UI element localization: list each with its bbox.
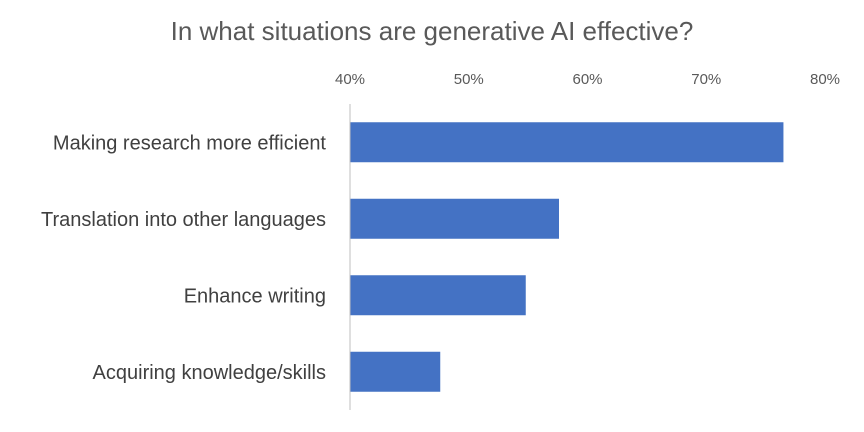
category-labels: Making research more efficient Translatio… bbox=[41, 132, 326, 384]
x-tick-label: 80% bbox=[810, 71, 840, 88]
chart-title: In what situations are generative AI eff… bbox=[170, 16, 694, 46]
bar bbox=[350, 351, 441, 392]
bar bbox=[350, 275, 526, 316]
category-label: Making research more efficient bbox=[53, 132, 327, 154]
x-tick-label: 40% bbox=[335, 71, 365, 88]
bar bbox=[350, 122, 784, 163]
category-label: Enhance writing bbox=[184, 285, 326, 307]
x-tick-label: 50% bbox=[454, 71, 484, 88]
category-label: Acquiring knowledge/skills bbox=[93, 362, 326, 384]
category-label: Translation into other languages bbox=[41, 209, 326, 231]
bars bbox=[350, 122, 784, 392]
x-tick-label: 60% bbox=[572, 71, 602, 88]
bar bbox=[350, 198, 559, 239]
x-axis-ticks: 40% 50% 60% 70% 80% bbox=[335, 71, 840, 88]
x-tick-label: 70% bbox=[691, 71, 721, 88]
